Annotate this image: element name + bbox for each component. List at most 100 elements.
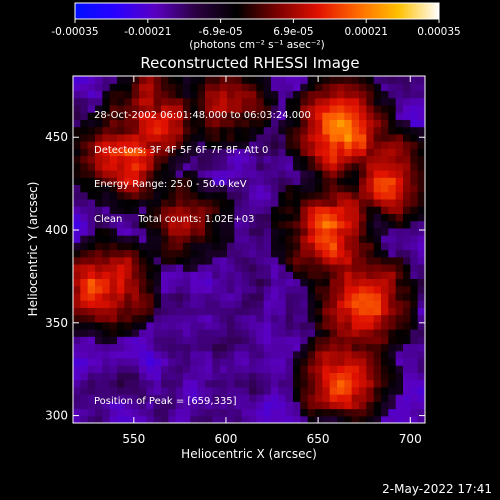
heatmap-cell [190, 415, 199, 423]
heatmap-cell [190, 365, 199, 373]
heatmap-cell [300, 155, 309, 164]
heatmap-cell [344, 350, 353, 359]
heatmap-cell [80, 148, 89, 157]
heatmap-cell [87, 300, 96, 308]
heatmap-cell [366, 401, 375, 410]
heatmap-cell [263, 206, 272, 214]
heatmap-cell [175, 83, 184, 92]
heatmap-cell [124, 90, 133, 99]
heatmap-cell [395, 97, 404, 106]
heatmap-cell [359, 126, 367, 135]
heatmap-cell [219, 329, 228, 337]
heatmap-cell [168, 292, 177, 301]
heatmap-cell [373, 155, 382, 164]
heatmap-cell [183, 220, 191, 229]
heatmap-cell [117, 256, 125, 265]
heatmap-cell [80, 249, 89, 258]
heatmap-cell [366, 278, 375, 287]
heatmap-cell [227, 242, 235, 251]
heatmap-cell [197, 357, 206, 366]
heatmap-cell [161, 76, 169, 84]
heatmap-cell [87, 365, 96, 373]
heatmap-cell [109, 242, 118, 251]
heatmap-cell [263, 169, 272, 178]
heatmap-cell [315, 141, 323, 149]
heatmap-cell [344, 141, 353, 149]
heatmap-cell [381, 307, 389, 316]
heatmap-cell [337, 408, 345, 417]
heatmap-cell [219, 292, 228, 301]
heatmap-cell [300, 329, 309, 337]
heatmap-cell [212, 162, 221, 171]
heatmap-cell [146, 278, 155, 287]
heatmap-cell [219, 126, 228, 135]
heatmap-cell [95, 278, 103, 287]
heatmap-cell [175, 198, 184, 207]
heatmap-cell [388, 357, 397, 366]
heatmap-cell [175, 90, 184, 99]
heatmap-cell [146, 213, 155, 222]
heatmap-cell [410, 336, 419, 345]
heatmap-cell [256, 206, 265, 214]
heatmap-cell [388, 155, 397, 164]
heatmap-cell [344, 184, 353, 193]
heatmap-cell [241, 83, 250, 92]
heatmap-cell [329, 401, 338, 410]
heatmap-cell [256, 343, 265, 352]
heatmap-cell [80, 235, 89, 243]
heatmap-cell [219, 365, 228, 373]
heatmap-cell [146, 227, 155, 236]
heatmap-cell [293, 394, 301, 402]
heatmap-cell [241, 90, 250, 99]
heatmap-cell [205, 343, 213, 352]
heatmap-cell [373, 97, 382, 106]
heatmap-cell [117, 83, 125, 92]
heatmap-cell [190, 112, 199, 120]
heatmap-cell [117, 372, 125, 381]
heatmap-cell [256, 112, 265, 120]
heatmap-cell [366, 350, 375, 359]
heatmap-cell [359, 155, 367, 164]
heatmap-cell [263, 386, 272, 395]
heatmap-cell [183, 213, 191, 222]
heatmap-cell [410, 112, 419, 120]
heatmap-cell [410, 343, 419, 352]
heatmap-cell [300, 76, 309, 84]
heatmap-cell [197, 307, 206, 316]
heatmap-cell [87, 169, 96, 178]
heatmap-cell [205, 104, 213, 113]
heatmap-cell [322, 365, 331, 373]
heatmap-cell [249, 314, 257, 323]
heatmap-cell [329, 133, 338, 142]
heatmap-cell [359, 285, 367, 294]
heatmap-cell [293, 191, 301, 200]
heatmap-cell [285, 271, 294, 280]
heatmap-cell [403, 184, 411, 193]
heatmap-cell [102, 379, 111, 388]
heatmap-cell [212, 365, 221, 373]
heatmap-cell [417, 162, 425, 171]
heatmap-cell [403, 177, 411, 186]
heatmap-cell [322, 256, 331, 265]
heatmap-cell [205, 227, 213, 236]
heatmap-cell [161, 401, 169, 410]
heatmap-cell [80, 278, 89, 287]
heatmap-cell [366, 263, 375, 272]
heatmap-cell [205, 119, 213, 128]
heatmap-cell [263, 220, 272, 229]
heatmap-cell [307, 169, 316, 178]
heatmap-cell [344, 162, 353, 171]
heatmap-cell [300, 141, 309, 149]
heatmap-cell [102, 386, 111, 395]
heatmap-cell [190, 314, 199, 323]
heatmap-cell [417, 90, 425, 99]
heatmap-cell [351, 271, 360, 280]
heatmap-cell [315, 104, 323, 113]
heatmap-cell [183, 271, 191, 280]
heatmap-cell [351, 307, 360, 316]
heatmap-cell [183, 104, 191, 113]
heatmap-cell [168, 177, 177, 186]
heatmap-cell [322, 408, 331, 417]
heatmap-cell [403, 169, 411, 178]
heatmap-cell [124, 148, 133, 157]
